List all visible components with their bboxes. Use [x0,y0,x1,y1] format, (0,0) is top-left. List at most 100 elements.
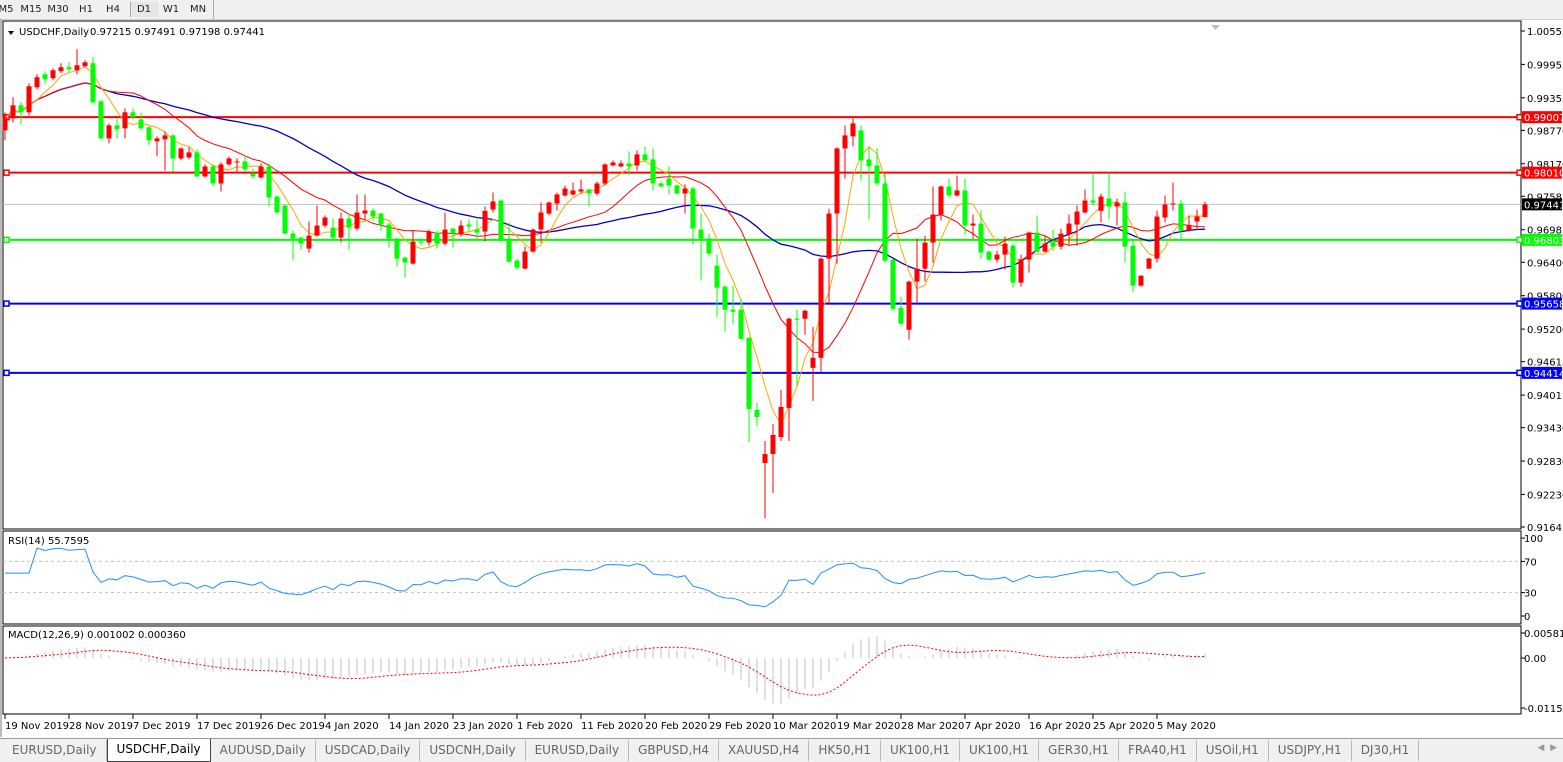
level-anchor-handle[interactable] [1516,169,1523,176]
candle [546,201,552,216]
candle [10,97,16,123]
date-axis-label: 4 Jan 2020 [325,721,379,732]
level-anchor-handle[interactable] [3,169,10,176]
candle [42,71,48,85]
timeframe-h1-button[interactable]: H1 [79,4,93,15]
level-anchor-handle[interactable] [1516,369,1523,377]
candle [530,228,536,253]
candle [378,212,384,231]
candle [370,208,376,221]
candle [842,125,848,179]
level-anchor-handle[interactable] [3,236,10,244]
chart-tab[interactable]: FRA40,H1 [1119,740,1197,761]
candle [386,222,392,248]
candle-body [554,194,560,204]
candle [1162,195,1168,223]
chart-tab[interactable]: AUDUSD,Daily [211,740,316,761]
dropdown-triangle-icon[interactable] [8,31,14,35]
chart-tab[interactable]: GER30,H1 [1039,740,1119,761]
candle-body [938,186,944,215]
scroll-left-icon[interactable]: ◀ [1537,743,1545,753]
chart-tab[interactable]: XAUUSD,H4 [719,740,810,761]
candle-body [162,135,168,140]
chart-tab[interactable]: UK100,H1 [881,740,960,761]
candle-body [426,231,432,243]
candle [490,192,496,213]
chart-tab[interactable]: EURUSD,Daily [3,740,107,761]
timeframe-w1-button[interactable]: W1 [162,4,180,15]
candle-body [442,229,448,244]
candle-body [746,337,752,409]
candle [426,229,432,246]
candle-body [1066,223,1072,235]
candle-body [402,257,408,263]
timeframe-m15-button[interactable]: M15 [20,4,42,15]
candle-body [362,210,368,214]
date-axis-label: 7 Dec 2019 [133,721,191,732]
candle [914,238,920,303]
chart-tab[interactable]: USOil,H1 [1197,740,1269,761]
timeframe-mn-button[interactable]: MN [189,4,207,15]
candle-body [114,125,120,130]
candle [314,205,320,237]
timeframe-d1-button[interactable]: D1 [130,2,158,17]
rsi-axis-label: 70 [1524,557,1537,568]
chart-tab[interactable]: USDCNH,Daily [420,740,526,761]
candle [514,258,520,270]
chart-tab[interactable]: USDCHF,Daily [106,739,211,762]
candle [730,285,736,324]
candle [162,131,168,171]
level-anchor-handle[interactable] [1516,300,1523,307]
scroll-right-icon[interactable]: ▶ [1550,743,1557,753]
chart-tab[interactable]: USDJPY,H1 [1269,740,1352,761]
level-price-label: 0.95658 [1524,300,1563,311]
candle-body [866,159,872,167]
candle [226,156,232,166]
timeframe-m5-button[interactable]: M5 [0,4,14,15]
candle [930,186,936,263]
candle [1018,254,1024,287]
price-axis-label: 0.96985 [1527,226,1563,237]
candle-body [842,135,848,149]
candle-body [538,212,544,230]
main-pane-frame [2,20,1522,530]
date-axis-label: 29 Feb 2020 [709,721,771,732]
chart-shift-marker-icon[interactable] [1211,25,1220,30]
candle [650,148,656,191]
chart-tab[interactable]: USDCAD,Daily [316,740,421,761]
candle-body [274,196,280,213]
level-anchor-handle[interactable] [3,369,10,377]
candle-body [1186,225,1192,231]
timeframe-m30-button[interactable]: M30 [47,4,69,15]
candle-body [618,163,624,167]
candle [898,296,904,325]
level-anchor-handle[interactable] [1516,113,1523,121]
candle [106,123,112,144]
candle-body [346,218,352,228]
candle [274,195,280,214]
candle [858,125,864,181]
candle-body [690,188,696,229]
chart-tab[interactable]: UK100,H1 [960,740,1040,761]
timeframe-h4-button[interactable]: H4 [106,4,120,15]
level-price-label-box [1522,366,1562,379]
tabs-scroll-arrows[interactable]: ◀ ▶ [1537,743,1557,753]
chart-tab[interactable]: EURUSD,Daily [526,740,630,761]
level-price-label: 0.94414 [1524,369,1563,380]
candle [642,146,648,162]
chart-tab[interactable]: DJ30,H1 [1352,740,1420,761]
candle [682,184,688,214]
candle-body [858,130,864,161]
chart-tab[interactable]: HK50,H1 [809,740,881,761]
level-anchor-handle[interactable] [1516,236,1523,244]
date-axis-label: 11 Feb 2020 [581,721,643,732]
candle [882,173,888,263]
level-anchor-handle[interactable] [3,300,10,307]
chart-tab[interactable]: GBPUSD,H4 [629,740,719,761]
date-axis-label: 20 Feb 2020 [645,721,707,732]
